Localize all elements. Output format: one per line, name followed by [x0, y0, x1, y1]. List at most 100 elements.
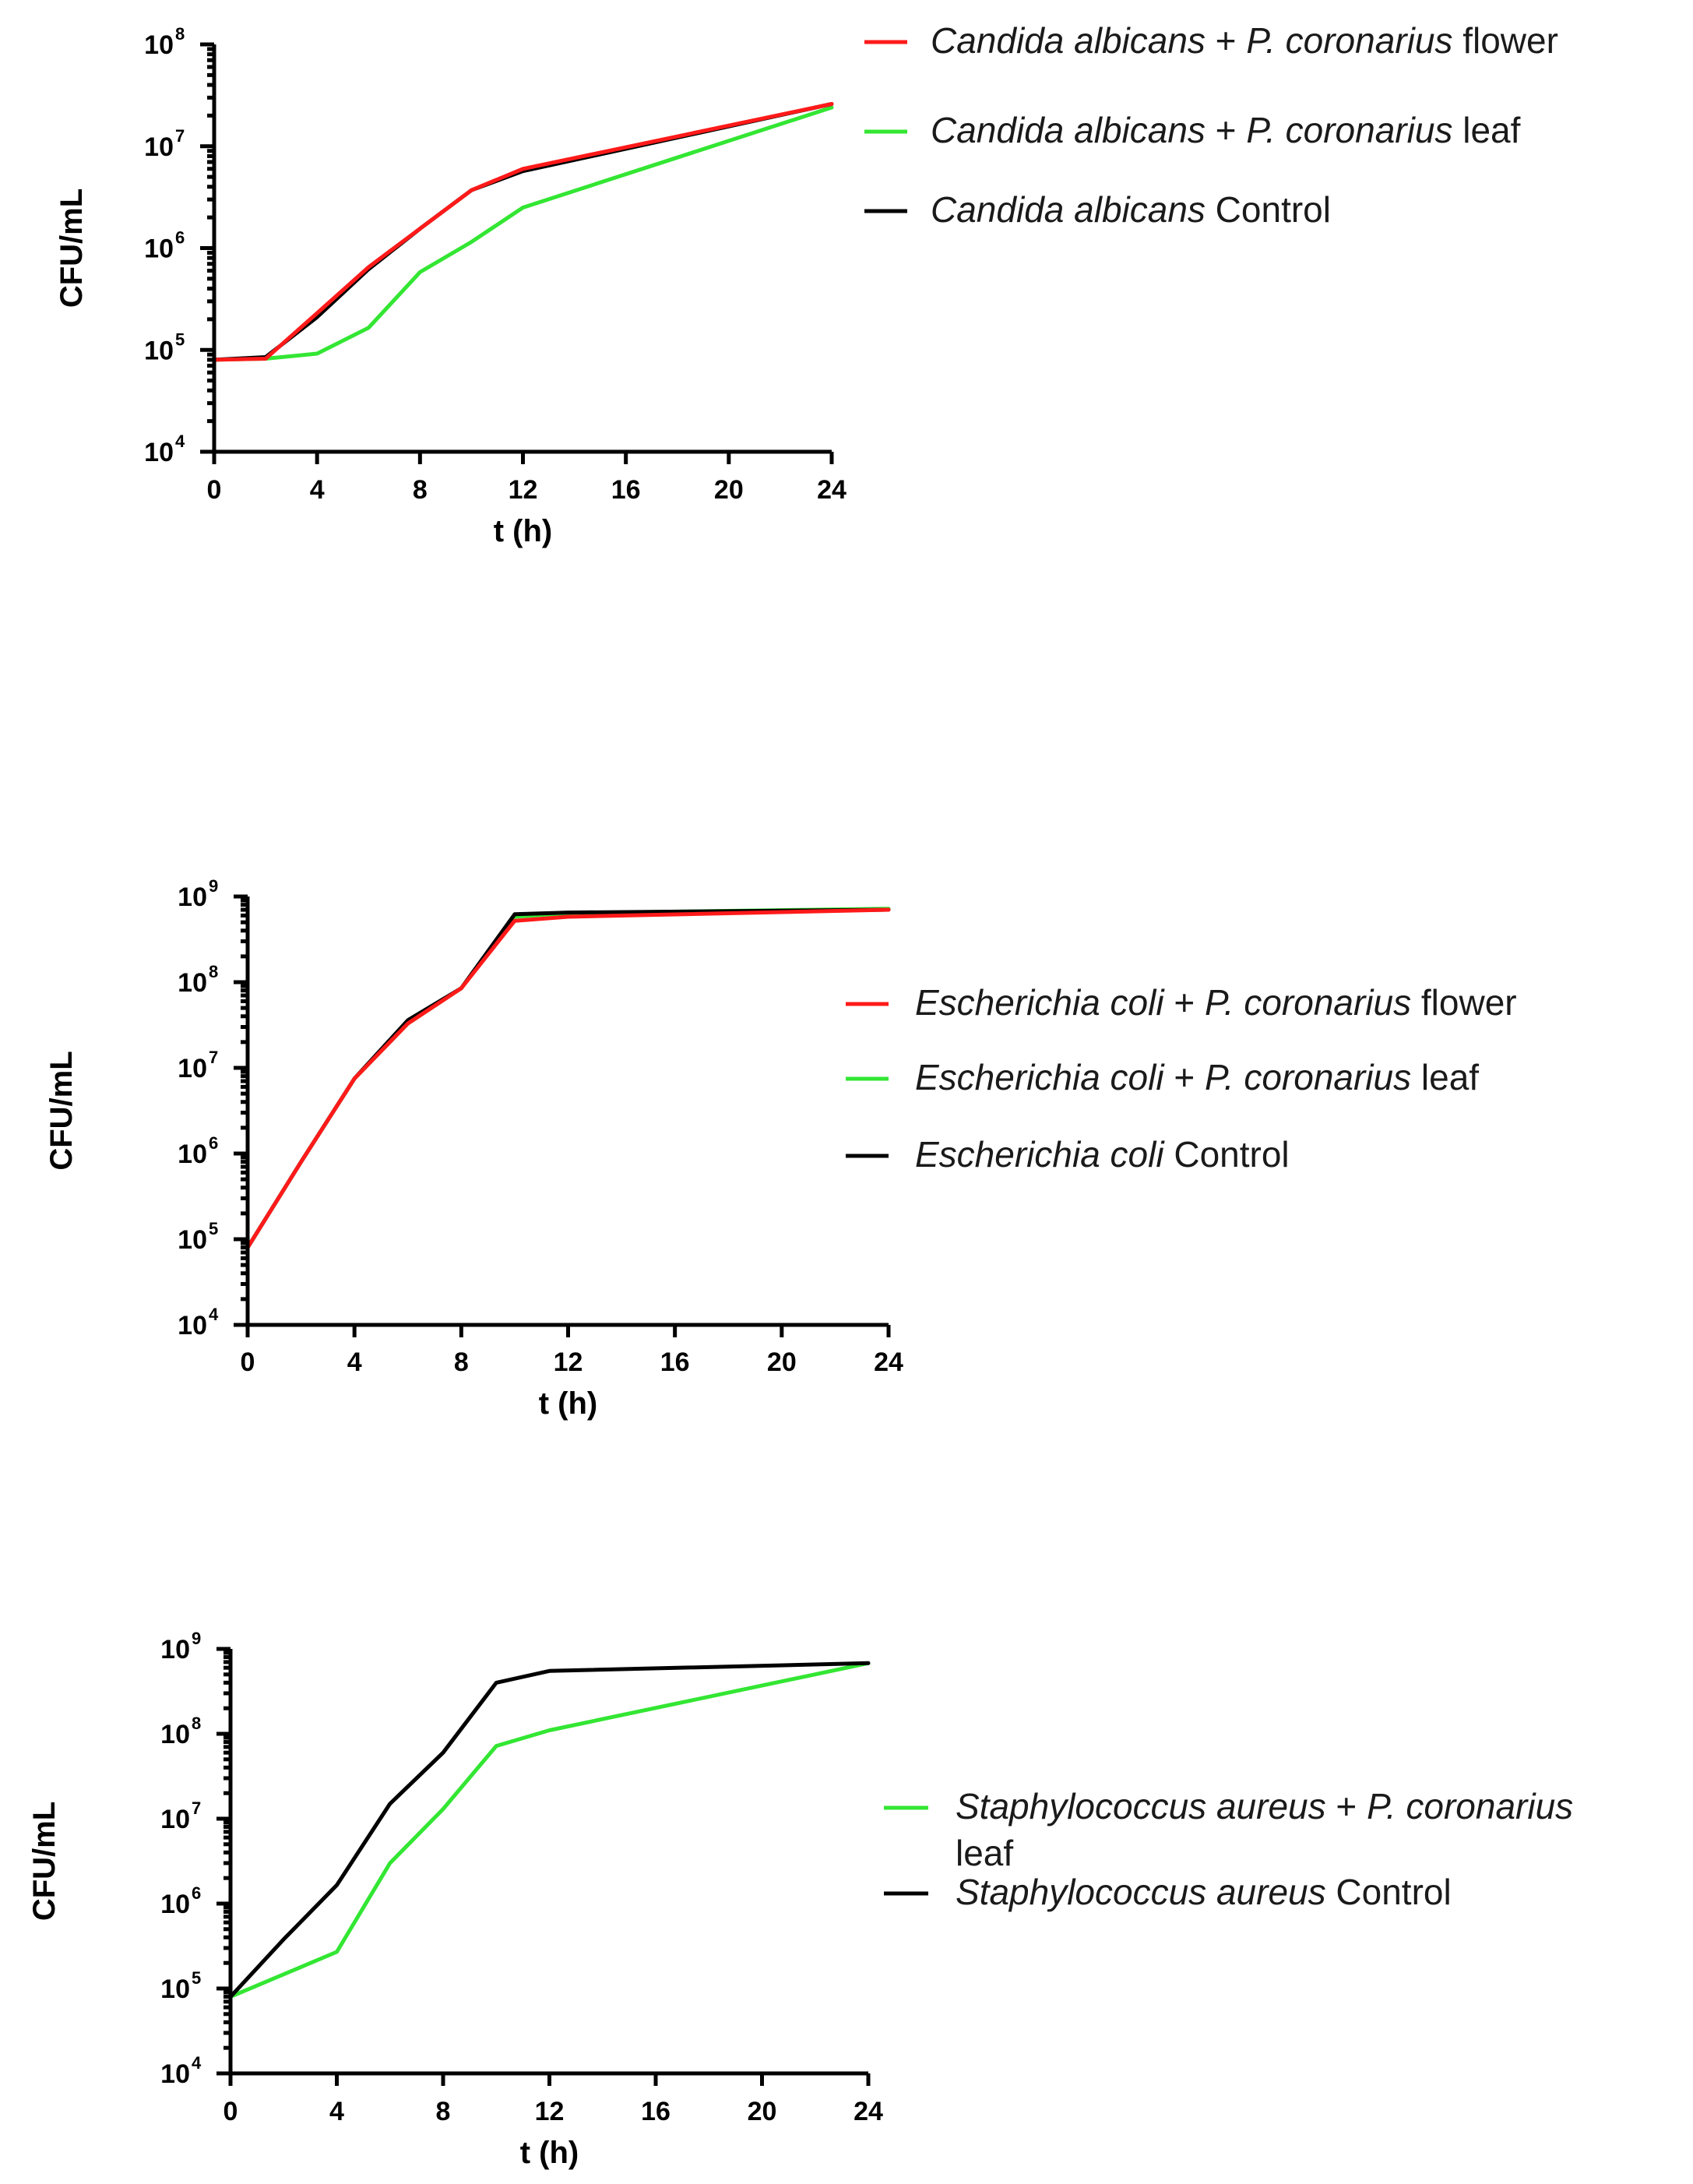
candida-x-tick-label-0: 0: [207, 475, 222, 505]
staph-legend-leaf-run-1: +: [1326, 1786, 1367, 1826]
candida-legend-flower-run-2: P. coronarius: [1246, 20, 1452, 61]
staph-y-tick-exp-1e9: 9: [192, 1629, 201, 1648]
staph-x-tick-label-8: 8: [436, 2097, 451, 2126]
ecoli-y-tick-label-1e9: 10: [178, 882, 207, 912]
candida-series-group: [212, 102, 834, 362]
ecoli-legend-leaf-run-2: P. coronarius: [1205, 1057, 1411, 1097]
staph-x-tick-label-20: 20: [748, 2097, 777, 2126]
ecoli-legend-label-leaf: Escherichia coli + P. coronarius leaf: [915, 1057, 1479, 1097]
candida-legend-control-run-1: Control: [1206, 189, 1331, 230]
ecoli-legend-leaf-run-0: Escherichia coli: [915, 1057, 1165, 1097]
staph-y-tick-exp-1e7: 7: [192, 1798, 201, 1818]
staph-leaf-line: [228, 1661, 871, 1999]
candida-legend-control-run-0: Candida albicans: [931, 189, 1206, 230]
candida-legend-flower-run-3: flower: [1452, 20, 1557, 61]
staph-y-tick-exp-1e8: 8: [192, 1714, 201, 1733]
staph-legend-control-run-0: Staphylococcus aureus: [956, 1872, 1326, 1912]
ecoli-legend-label-control: Escherichia coli Control: [915, 1134, 1290, 1175]
candida-y-tick-label-1e5: 10: [144, 336, 174, 365]
candida-y-tick-label-1e6: 10: [144, 234, 174, 264]
candida-legend-leaf-run-0: Candida albicans: [931, 110, 1206, 150]
ecoli-legend-flower-run-3: flower: [1411, 982, 1516, 1023]
staph-x-tick-label-12: 12: [535, 2097, 565, 2126]
candida-y-tick-exp-1e5: 5: [175, 329, 185, 349]
candida-legend-leaf-run-2: P. coronarius: [1246, 110, 1452, 150]
staph-legend-leaf-run-0: Staphylococcus aureus: [956, 1786, 1326, 1826]
candida-x-ticks: 0 4 8 12 16 20 24: [207, 452, 846, 505]
ecoli-x-tick-label-24: 24: [874, 1347, 903, 1377]
candida-legend-leaf-run-1: +: [1206, 110, 1246, 150]
ecoli-legend-leaf-run-3: leaf: [1411, 1057, 1479, 1097]
staph-y-tick-label-1e9: 10: [160, 1635, 190, 1664]
candida-x-tick-label-16: 16: [611, 475, 641, 505]
staph-x-axis-title: t (h): [520, 2136, 579, 2170]
candida-flower-line: [212, 102, 834, 362]
ecoli-y-tick-exp-1e8: 8: [209, 962, 218, 981]
ecoli-y-tick-label-1e5: 10: [178, 1225, 207, 1255]
ecoli-legend: Escherichia coli + P. coronarius flower E…: [846, 982, 1517, 1175]
candida-y-tick-exp-1e4: 4: [175, 432, 185, 451]
ecoli-leaf-line: [245, 907, 891, 1250]
staph-y-axis-title: CFU/mL: [27, 1802, 62, 1921]
ecoli-x-tick-label-0: 0: [241, 1347, 255, 1377]
staph-axes: [228, 1649, 868, 2076]
candida-leaf-line: [212, 105, 834, 362]
ecoli-y-tick-exp-1e6: 6: [209, 1133, 218, 1153]
ecoli-x-ticks: 0 4 8 12 16 20 24: [241, 1325, 903, 1377]
staph-x-tick-label-16: 16: [641, 2097, 671, 2126]
ecoli-y-tick-exp-1e9: 9: [209, 876, 218, 896]
ecoli-axes: [245, 896, 889, 1327]
ecoli-x-tick-label-8: 8: [454, 1347, 469, 1377]
candida-x-tick-label-4: 4: [310, 475, 325, 505]
candida-y-tick-exp-1e6: 6: [175, 228, 185, 248]
candida-legend-label-leaf: Candida albicans + P. coronarius leaf: [931, 110, 1521, 150]
candida-x-tick-label-20: 20: [714, 475, 744, 505]
staph-y-tick-label-1e8: 10: [160, 1720, 190, 1749]
staph-x-ticks: 0 4 8 12 16 20 24: [224, 2073, 883, 2126]
ecoli-x-tick-label-20: 20: [767, 1347, 797, 1377]
staph-control-line: [228, 1661, 871, 1999]
ecoli-y-tick-label-1e6: 10: [178, 1140, 207, 1169]
ecoli-legend-flower-run-0: Escherichia coli: [915, 982, 1165, 1023]
ecoli-x-tick-label-4: 4: [347, 1347, 362, 1377]
ecoli-x-tick-label-12: 12: [554, 1347, 583, 1377]
ecoli-y-tick-exp-1e4: 4: [209, 1305, 219, 1324]
staph-x-tick-label-4: 4: [329, 2097, 344, 2126]
candida-y-tick-label-1e8: 10: [144, 30, 174, 60]
candida-y-axis-title: CFU/mL: [55, 188, 89, 308]
ecoli-series-group: [245, 907, 891, 1250]
ecoli-y-tick-exp-1e7: 7: [209, 1048, 218, 1067]
staph-legend-control-run-1: Control: [1326, 1872, 1452, 1912]
ecoli-legend-flower-run-1: +: [1164, 982, 1205, 1023]
staph-x-tick-label-24: 24: [854, 2097, 883, 2126]
staph-y-tick-label-1e4: 10: [160, 2059, 190, 2089]
staph-y-tick-exp-1e6: 6: [192, 1883, 201, 1903]
staph-y-tick-label-1e6: 10: [160, 1890, 190, 1919]
candida-x-tick-label-8: 8: [413, 475, 428, 505]
staph-y-tick-label-1e7: 10: [160, 1805, 190, 1834]
candida-legend-label-flower: Candida albicans + P. coronarius flower: [931, 20, 1558, 61]
candida-x-tick-label-24: 24: [817, 475, 846, 505]
candida-x-tick-label-12: 12: [509, 475, 538, 505]
candida-x-axis-title: t (h): [494, 514, 553, 548]
staph-legend: Staphylococcus aureus + P. coronarius lea…: [884, 1786, 1573, 1912]
ecoli-y-tick-label-1e8: 10: [178, 968, 207, 998]
candida-axes: [212, 44, 832, 454]
ecoli-control-line: [245, 907, 891, 1250]
staph-y-tick-label-1e5: 10: [160, 1974, 190, 2004]
candida-legend-label-control: Candida albicans Control: [931, 189, 1331, 230]
ecoli-legend-flower-run-2: P. coronarius: [1205, 982, 1411, 1023]
ecoli-y-tick-label-1e4: 10: [178, 1311, 207, 1340]
staph-series-group: [228, 1661, 871, 1999]
candida-legend-flower-run-0: Candida albicans: [931, 20, 1206, 61]
ecoli-legend-leaf-run-1: +: [1164, 1057, 1205, 1097]
staph-y-tick-exp-1e4: 4: [192, 2053, 202, 2073]
staph-legend-leaf-line2-run-0: leaf: [956, 1833, 1013, 1873]
ecoli-y-tick-exp-1e5: 5: [209, 1219, 218, 1238]
